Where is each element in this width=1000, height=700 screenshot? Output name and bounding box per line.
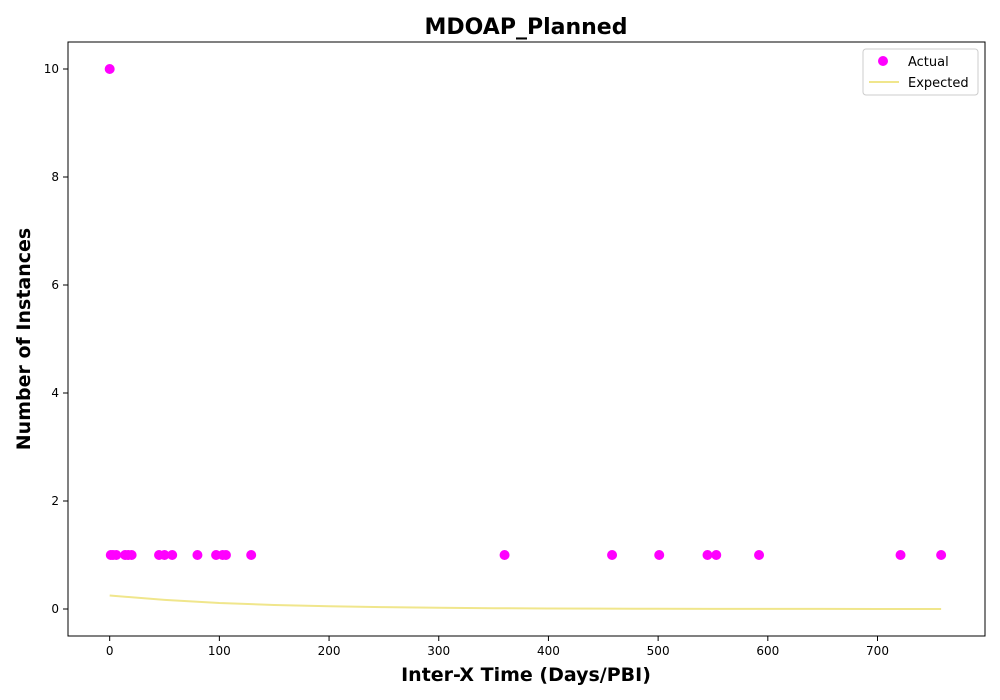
actual-point [192,550,203,560]
actual-point [126,550,137,560]
chart-title: MDOAP_Planned [425,15,628,40]
actual-point [499,550,510,560]
plot-area [67,41,986,637]
legend-frame [862,48,979,96]
actual-point [104,64,115,74]
x-axis-label: Inter-X Time (Days/PBI) [401,664,651,686]
x-tick-label: 500 [647,644,670,658]
x-tick-label: 600 [756,644,779,658]
y-tick-label: 4 [51,386,59,400]
actual-point [607,550,618,560]
legend-actual-label: Actual [908,55,949,70]
expected-line [109,594,942,610]
y-tick-label: 2 [51,494,59,508]
actual-point [711,550,722,560]
actual-point [895,550,906,560]
series-layer [104,64,947,610]
actual-point [167,550,178,560]
x-tick-label: 0 [106,644,114,658]
legend-expected-label: Expected [908,76,969,91]
y-tick-label: 8 [51,170,59,184]
actual-point [702,550,713,560]
x-axis: 0 100 200 300 400 500 600 700 [106,636,889,658]
actual-point [246,550,257,560]
actual-point [159,550,170,560]
legend: Actual Expected [862,48,979,96]
y-axis-label: Number of Instances [13,228,35,450]
actual-point [936,550,947,560]
y-tick-label: 0 [51,602,59,616]
y-tick-label: 6 [51,278,59,292]
y-axis: 0 2 4 6 8 10 [44,62,68,616]
y-tick-label: 10 [44,62,59,76]
actual-point [754,550,765,560]
actual-point [654,550,665,560]
actual-point [111,550,122,560]
actual-point [220,550,231,560]
x-tick-label: 200 [318,644,341,658]
x-tick-label: 700 [866,644,889,658]
x-tick-label: 400 [537,644,560,658]
legend-actual-marker [878,56,888,66]
x-tick-label: 100 [208,644,231,658]
x-tick-label: 300 [427,644,450,658]
